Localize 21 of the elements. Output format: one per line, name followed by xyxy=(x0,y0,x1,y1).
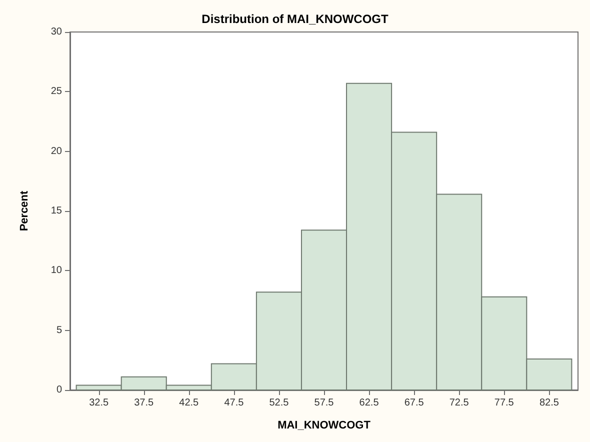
x-tick-label: 32.5 xyxy=(89,398,109,408)
x-tick-label: 52.5 xyxy=(269,398,290,408)
x-tick-label: 72.5 xyxy=(449,398,470,408)
x-tick-label: 77.5 xyxy=(494,398,514,408)
x-tick-label: 47.5 xyxy=(224,398,244,408)
y-tick-label: 5 xyxy=(56,324,62,336)
y-tick-label: 10 xyxy=(50,265,62,276)
x-tick-label: 82.5 xyxy=(539,398,560,408)
y-tick-label: 25 xyxy=(50,86,62,98)
x-axis-title: MAI_KNOWCOGT xyxy=(278,420,371,432)
y-tick-label: 0 xyxy=(56,384,62,396)
x-tick-label: 57.5 xyxy=(314,398,334,408)
y-tick-label: 30 xyxy=(50,26,62,38)
x-tick-label: 62.5 xyxy=(359,398,380,408)
y-tick-label: 15 xyxy=(50,206,62,216)
x-tick-label: 42.5 xyxy=(179,398,200,408)
x-tick-label: 67.5 xyxy=(404,398,424,408)
chart-title: Distribution of MAI_KNOWCOGT xyxy=(202,12,389,26)
y-axis-title: Percent xyxy=(18,190,30,232)
x-tick-label: 37.5 xyxy=(134,398,154,408)
y-tick-label: 20 xyxy=(50,146,62,157)
